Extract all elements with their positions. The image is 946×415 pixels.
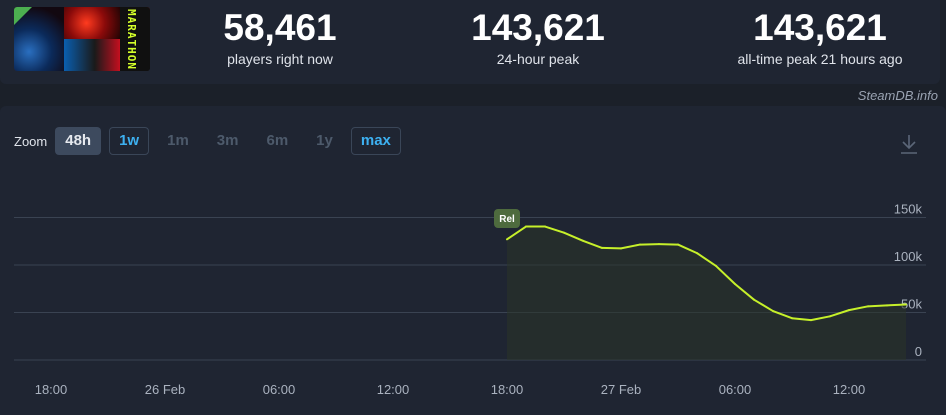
capsule-logo: MARATHON <box>125 9 138 70</box>
capsule-art-bottom <box>64 39 120 71</box>
series-segment <box>715 264 736 285</box>
series-segment <box>696 252 717 267</box>
stat-value: 143,621 <box>753 7 887 48</box>
capsule-art-right <box>120 7 150 71</box>
x-tick-label: 18:00 <box>35 382 68 397</box>
x-tick-label: 12:00 <box>833 382 866 397</box>
zoom-1y-button[interactable]: 1y <box>316 132 333 149</box>
capsule-art-top <box>64 7 120 39</box>
stat-players-now: 58,461 players right now <box>190 8 370 68</box>
chart-panel <box>0 106 946 415</box>
badge-corner-icon <box>14 7 32 25</box>
stat-label: players right now <box>227 51 333 67</box>
series-segment <box>563 231 584 242</box>
stat-24h-peak: 143,621 24-hour peak <box>448 8 628 68</box>
game-capsule-image[interactable]: MARATHON <box>14 7 150 71</box>
x-tick-label: 26 Feb <box>145 382 185 397</box>
series-segment <box>753 298 774 313</box>
zoom-label: Zoom <box>14 133 48 149</box>
series-segment <box>544 225 565 234</box>
series-segment <box>886 303 907 307</box>
stat-all-time-peak: 143,621 all-time peak 21 hours ago <box>665 8 946 68</box>
series-segment <box>620 243 641 250</box>
series-segment <box>677 243 698 255</box>
release-marker-label: Rel <box>499 214 515 225</box>
stat-value: 143,621 <box>471 7 605 48</box>
x-tick-label: 06:00 <box>719 382 752 397</box>
zoom-1w-button[interactable]: 1w <box>109 127 150 155</box>
x-tick-label: 27 Feb <box>601 382 641 397</box>
series-segment <box>867 304 888 308</box>
y-tick-label: 50k <box>901 297 922 312</box>
x-tick-label: 12:00 <box>377 382 410 397</box>
zoom-max-button[interactable]: max <box>350 127 401 155</box>
x-tick-label: 18:00 <box>491 382 524 397</box>
y-tick-label: 100k <box>894 249 923 264</box>
series-segment <box>810 315 831 322</box>
series-segment <box>829 309 850 318</box>
release-marker <box>494 209 520 228</box>
x-tick-label: 06:00 <box>263 382 296 397</box>
series-segment <box>582 239 603 249</box>
y-tick-label: 0 <box>915 344 922 359</box>
series-segment <box>848 305 869 312</box>
download-icon[interactable] <box>899 133 919 155</box>
zoom-6m-button[interactable]: 6m <box>266 132 289 149</box>
zoom-1m-button[interactable]: 1m <box>167 132 189 149</box>
zoom-48h-button[interactable]: 48h <box>55 127 102 155</box>
series-segment <box>772 310 793 320</box>
player-count-chart[interactable]: 0 50k 100k 150k 18:00 26 Feb 06:00 12:00 18:00 27… <box>0 160 946 415</box>
series-segment <box>734 283 755 301</box>
series-segment <box>506 225 527 241</box>
steamdb-watermark[interactable]: SteamDB.info <box>857 88 938 103</box>
series-segment <box>791 317 812 322</box>
stat-value: 58,461 <box>223 7 337 48</box>
y-tick-label: 150k <box>894 202 923 217</box>
stat-label: all-time peak 21 hours ago <box>737 51 903 67</box>
stats-bar <box>0 0 940 84</box>
zoom-3m-button[interactable]: 3m <box>216 132 239 149</box>
stat-label: 24-hour peak <box>496 51 580 67</box>
zoom-controls: Zoom 48h 1w 1m 3m 6m 1y max <box>14 126 409 156</box>
series-area <box>507 226 906 360</box>
